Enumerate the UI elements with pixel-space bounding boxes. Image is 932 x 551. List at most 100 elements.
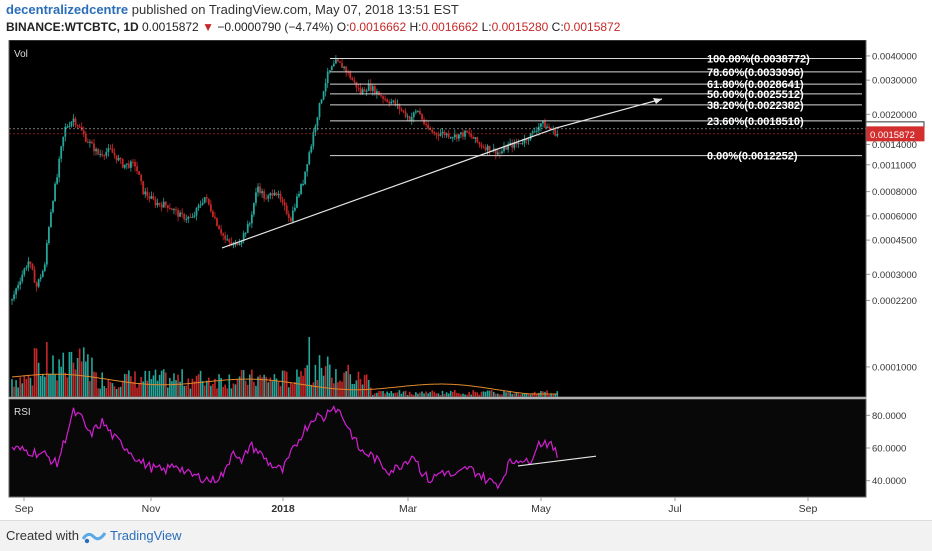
volume-bar [474, 391, 477, 397]
volume-bar [11, 379, 13, 397]
volume-bar [441, 390, 444, 397]
candle [179, 212, 181, 217]
volume-bar [521, 393, 524, 397]
candle [91, 141, 93, 144]
candle [187, 216, 190, 219]
volume-bar [39, 376, 42, 397]
author-link[interactable]: decentralizedcentre [6, 2, 129, 17]
candle [244, 232, 247, 234]
volume-bar [50, 373, 52, 397]
volume-bar [550, 393, 552, 397]
tradingview-brand[interactable]: TradingView [110, 528, 182, 543]
volume-bar [349, 374, 352, 397]
candle [460, 132, 462, 135]
candle [37, 279, 40, 287]
candle [304, 171, 307, 185]
volume-bar [310, 384, 313, 397]
candle [308, 152, 311, 165]
volume-bar [281, 370, 284, 397]
candle [185, 218, 188, 220]
volume-bar [503, 390, 505, 397]
candle [470, 133, 473, 137]
candle [417, 110, 419, 112]
candle [501, 151, 503, 154]
candle [228, 239, 231, 242]
volume-bar [27, 375, 30, 397]
candle [197, 205, 200, 209]
candle [486, 145, 489, 151]
candle [132, 161, 134, 163]
candle [269, 193, 272, 196]
candle [154, 199, 157, 206]
candle [168, 208, 171, 210]
candle [177, 210, 179, 217]
candle [123, 164, 126, 168]
candle [533, 131, 536, 133]
volume-bar [216, 388, 218, 397]
volume-bar [171, 381, 173, 397]
candle [119, 158, 122, 160]
volume-bar [431, 390, 434, 397]
volume-bar [232, 383, 235, 397]
candle [392, 100, 395, 102]
candle [343, 66, 345, 68]
volume-bar [335, 369, 337, 397]
volume-bar [499, 394, 501, 397]
volume-bar [302, 375, 304, 397]
candle [248, 223, 251, 225]
fib-label: 50.00%(0.0025512) [707, 89, 804, 101]
volume-bar [277, 381, 280, 397]
volume-bar [326, 356, 329, 397]
volume-bar [89, 381, 91, 397]
x-tick-label: 2018 [271, 503, 295, 515]
volume-bar [378, 391, 380, 397]
candle [548, 126, 550, 129]
volume-bar [507, 391, 509, 397]
candle [109, 148, 112, 150]
candle [408, 116, 411, 122]
volume-bar [66, 377, 69, 397]
candle [328, 70, 331, 72]
candle [314, 125, 317, 133]
volume-bar [128, 370, 130, 397]
candle [250, 214, 253, 224]
price-chart[interactable]: 0.00400000.00300000.00200000.00140000.00… [0, 40, 932, 518]
volume-bar [134, 371, 136, 397]
arrow-head-icon [653, 97, 662, 104]
candle [451, 137, 454, 139]
volume-bar [464, 394, 466, 397]
candle [544, 121, 546, 128]
volume-bar [351, 383, 354, 397]
volume-bar [103, 386, 106, 397]
volume-bar [554, 393, 557, 397]
candle [542, 121, 544, 124]
volume-bar [162, 369, 165, 397]
volume-bar [343, 372, 345, 397]
volume-bar [111, 383, 114, 397]
volume-bar [361, 384, 364, 397]
candle [89, 141, 91, 143]
candle [373, 86, 376, 95]
candle [367, 83, 370, 91]
volume-bar [497, 393, 499, 397]
price-change: −0.0000790 (−4.74%) [217, 20, 334, 34]
candle [382, 96, 384, 99]
candle [23, 268, 26, 275]
volume-bar [415, 392, 417, 397]
candle [50, 212, 52, 228]
volume-bar [529, 394, 532, 397]
volume-bar [218, 374, 220, 397]
candle [107, 148, 110, 152]
y-tick-label: 0.0030000 [872, 76, 917, 87]
candle [171, 208, 173, 211]
candle [113, 152, 116, 156]
last-price: 0.0015872 [142, 20, 199, 34]
volume-bar [392, 393, 395, 397]
candle [205, 197, 208, 199]
candle [402, 110, 405, 112]
volume-bar [449, 390, 452, 397]
volume-bar [513, 393, 516, 397]
volume-bar [255, 385, 257, 397]
candle [427, 124, 430, 129]
volume-bar [402, 391, 405, 397]
